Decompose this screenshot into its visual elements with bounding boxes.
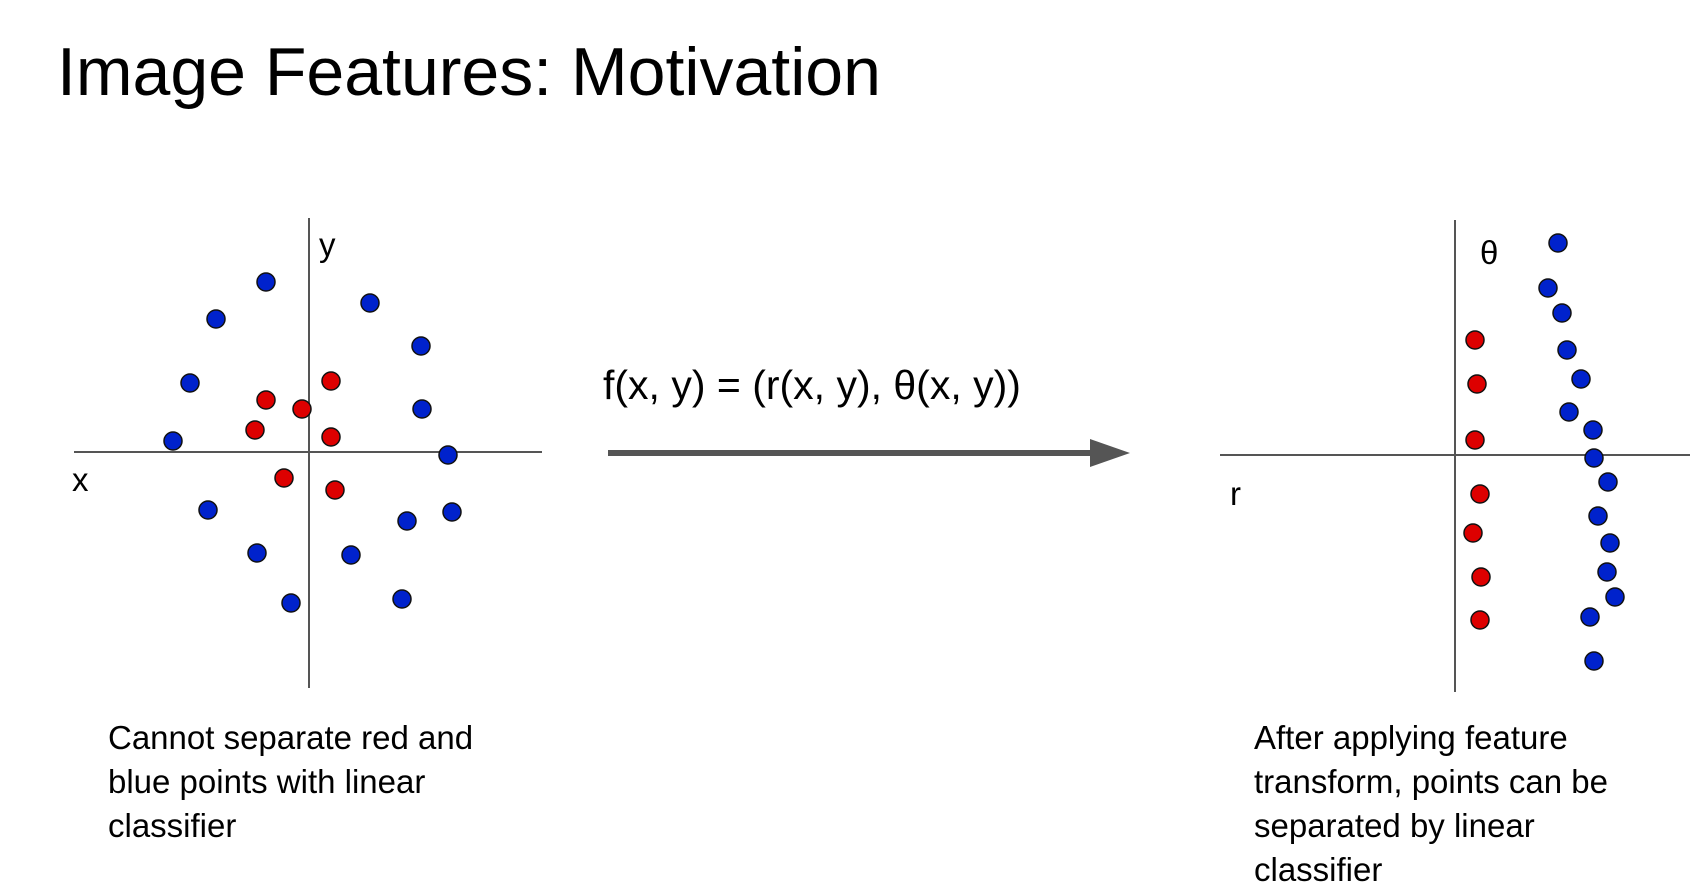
right-red-point <box>1470 484 1490 504</box>
right-red-point <box>1465 330 1485 350</box>
right-blue-point <box>1584 651 1604 671</box>
left-blue-point <box>392 589 412 609</box>
left-blue-point <box>397 511 417 531</box>
right-blue-point <box>1571 369 1591 389</box>
left-x-axis-label: x <box>72 461 89 498</box>
left-blue-point <box>247 543 267 563</box>
left-red-point <box>321 371 341 391</box>
right-blue-point <box>1588 506 1608 526</box>
right-red-point <box>1467 374 1487 394</box>
right-blue-point <box>1597 562 1617 582</box>
right-blue-point <box>1598 472 1618 492</box>
left-blue-point <box>180 373 200 393</box>
left-blue-point <box>256 272 276 292</box>
right-red-point <box>1465 430 1485 450</box>
left-caption: Cannot separate red and blue points with… <box>108 719 474 844</box>
left-y-axis-label: y <box>319 226 336 263</box>
left-blue-point <box>360 293 380 313</box>
slide-title: Image Features: Motivation <box>57 34 881 110</box>
left-red-point <box>321 427 341 447</box>
right-blue-point <box>1548 233 1568 253</box>
left-blue-point <box>412 399 432 419</box>
left-blue-point <box>442 502 462 522</box>
right-blue-point <box>1552 303 1572 323</box>
polar-scatter-plot: r θ <box>1220 220 1690 692</box>
right-red-point <box>1471 567 1491 587</box>
left-red-point <box>274 468 294 488</box>
right-y-axis-label: θ <box>1480 234 1498 271</box>
left-red-point <box>256 390 276 410</box>
right-blue-point <box>1584 448 1604 468</box>
left-points-group <box>163 272 462 613</box>
left-red-point <box>325 480 345 500</box>
right-x-axis-label: r <box>1230 475 1241 512</box>
left-red-point <box>245 420 265 440</box>
right-blue-point <box>1605 587 1625 607</box>
left-blue-point <box>163 431 183 451</box>
right-blue-point <box>1557 340 1577 360</box>
left-blue-point <box>206 309 226 329</box>
cartesian-scatter-plot: x y <box>72 218 542 688</box>
left-blue-point <box>198 500 218 520</box>
left-blue-point <box>438 445 458 465</box>
right-blue-point <box>1559 402 1579 422</box>
transform-arrow-group: f(x, y) = (r(x, y), θ(x, y)) <box>603 362 1130 467</box>
right-red-point <box>1470 610 1490 630</box>
right-blue-point <box>1583 420 1603 440</box>
right-blue-point <box>1600 533 1620 553</box>
right-caption: After applying feature transform, points… <box>1254 719 1609 888</box>
left-blue-point <box>281 593 301 613</box>
transform-formula: f(x, y) = (r(x, y), θ(x, y)) <box>603 362 1021 408</box>
left-blue-point <box>341 545 361 565</box>
right-blue-point <box>1538 278 1558 298</box>
left-red-point <box>292 399 312 419</box>
left-blue-point <box>411 336 431 356</box>
transform-arrow-head <box>1090 439 1130 467</box>
right-points-group <box>1463 233 1625 671</box>
right-blue-point <box>1580 607 1600 627</box>
right-red-point <box>1463 523 1483 543</box>
